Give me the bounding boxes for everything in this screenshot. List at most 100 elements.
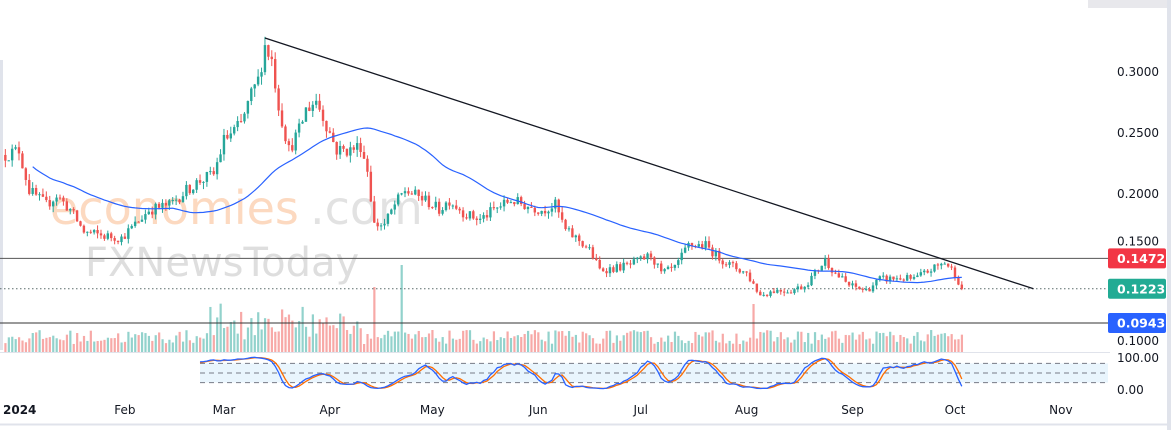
candle-body	[168, 200, 171, 206]
candle	[731, 260, 735, 268]
volume-bar	[188, 340, 191, 352]
candle-body	[144, 214, 147, 220]
candle-body	[376, 222, 379, 227]
candle-body	[4, 154, 7, 161]
candle-body	[813, 270, 817, 276]
volume-bar	[960, 334, 964, 352]
candle	[174, 195, 178, 206]
candle-body	[765, 294, 769, 296]
candle-body	[738, 269, 741, 273]
candle	[953, 265, 957, 281]
candle	[509, 200, 513, 204]
volume-bar	[701, 336, 704, 352]
candle	[400, 192, 403, 196]
candle-body	[841, 276, 844, 278]
candle-body	[192, 189, 195, 194]
candle	[99, 229, 103, 239]
volume-bar	[421, 337, 424, 352]
volume-bar	[561, 330, 564, 352]
candle	[403, 187, 407, 198]
candle-body	[198, 180, 202, 183]
volume-bar	[373, 287, 376, 352]
candle	[113, 235, 116, 245]
volume-bar	[345, 330, 349, 352]
candle-body	[130, 226, 133, 229]
candle-body	[916, 275, 919, 278]
volume-bar	[154, 335, 157, 352]
candle	[34, 184, 38, 196]
candle	[195, 178, 198, 194]
candle-body	[844, 276, 847, 282]
candle-body	[530, 206, 533, 208]
candle-body	[219, 154, 222, 163]
candle-body	[212, 171, 215, 175]
volume-bar	[363, 343, 366, 352]
volume-bar	[120, 342, 123, 352]
candle-body	[608, 267, 612, 274]
volume-bar	[755, 338, 759, 352]
volume-bar	[916, 332, 919, 352]
candle-body	[598, 260, 601, 269]
volume-bar	[793, 339, 796, 352]
candle-body	[642, 256, 646, 260]
candle	[441, 207, 444, 216]
volume-bar	[445, 343, 448, 352]
candle	[830, 267, 834, 277]
volume-bar	[837, 338, 841, 352]
candle	[895, 275, 899, 282]
x-tick-label: Apr	[319, 403, 340, 417]
volume-bar	[936, 334, 940, 352]
candle	[724, 262, 728, 268]
volume-bar	[31, 333, 34, 352]
candle-body	[543, 210, 547, 214]
volume-bar	[202, 338, 205, 352]
candle	[140, 215, 144, 222]
candle	[803, 286, 806, 293]
price-badge-label: 0.1223	[1117, 281, 1165, 296]
candle-body	[854, 283, 858, 287]
candle-body	[465, 217, 468, 219]
candle	[735, 261, 738, 272]
candle-body	[820, 265, 823, 271]
volume-bar	[643, 331, 646, 352]
candle	[58, 194, 62, 200]
volume-bar	[339, 313, 342, 352]
candle-body	[786, 292, 789, 294]
candle	[133, 216, 137, 228]
volume-bar	[24, 342, 28, 352]
candle	[622, 258, 625, 274]
volume-bar	[783, 339, 786, 352]
volume-bar	[253, 335, 256, 352]
candle	[468, 211, 472, 221]
volume-bar	[82, 335, 86, 352]
candle	[318, 93, 321, 112]
candle	[79, 220, 82, 227]
candle	[540, 210, 543, 217]
candle	[458, 206, 461, 214]
volume-bar	[219, 303, 222, 352]
volume-bar	[274, 331, 277, 352]
price-axis[interactable]: 0.3000 0.2500 0.2000 0.1500 0.1000	[1117, 65, 1159, 348]
volume-bar	[414, 334, 417, 352]
candle-body	[390, 209, 393, 214]
volume-bar	[185, 330, 188, 352]
candle	[427, 191, 431, 210]
candle	[820, 265, 823, 272]
candle-body	[233, 127, 236, 134]
volume-bar	[257, 312, 260, 352]
time-axis[interactable]: 2024 Feb Mar Apr May Jun Jul Aug Sep Oct Nov	[3, 403, 1073, 417]
candle-body	[707, 241, 711, 248]
candle-body	[45, 196, 48, 201]
volume-bar	[704, 332, 707, 352]
candle-body	[308, 107, 311, 111]
trendline[interactable]	[264, 37, 1034, 290]
candle-body	[666, 266, 670, 270]
x-tick-label: Aug	[735, 403, 758, 417]
candle-body	[905, 275, 909, 281]
volume-bar	[332, 325, 335, 352]
candle	[161, 199, 164, 213]
candle	[506, 197, 509, 204]
candle	[660, 260, 663, 274]
candle-body	[776, 289, 779, 293]
